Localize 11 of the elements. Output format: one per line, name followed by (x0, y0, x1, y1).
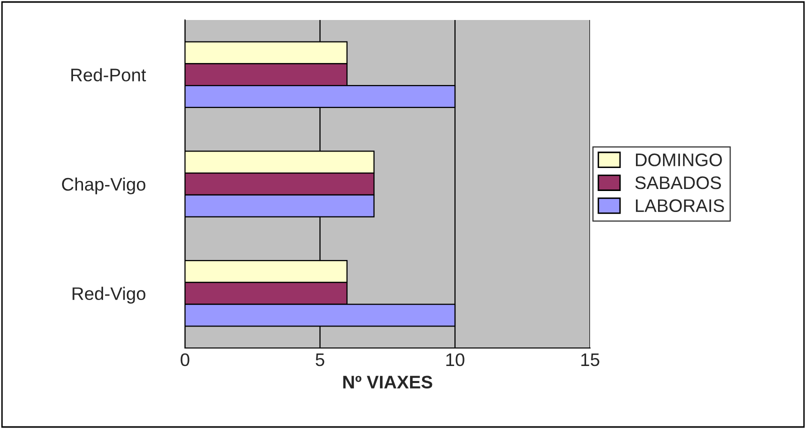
y-tick-label: Red-Vigo (72, 286, 146, 304)
x-axis-title: Nº VIAXES (343, 376, 432, 389)
x-tick-label: 15 (581, 354, 600, 366)
legend-label: LABORAIS (636, 199, 724, 212)
x-tick-label: 10 (446, 353, 464, 366)
x-tick-label: 0 (180, 353, 190, 366)
legend-label: DOMINGO (636, 153, 722, 166)
y-tick-label: Red-Pont (71, 68, 146, 82)
x-tick-label: 5 (316, 354, 324, 366)
legend-label: SABADOS (635, 176, 721, 190)
y-tick-label: Chap-Vigo (62, 177, 146, 194)
